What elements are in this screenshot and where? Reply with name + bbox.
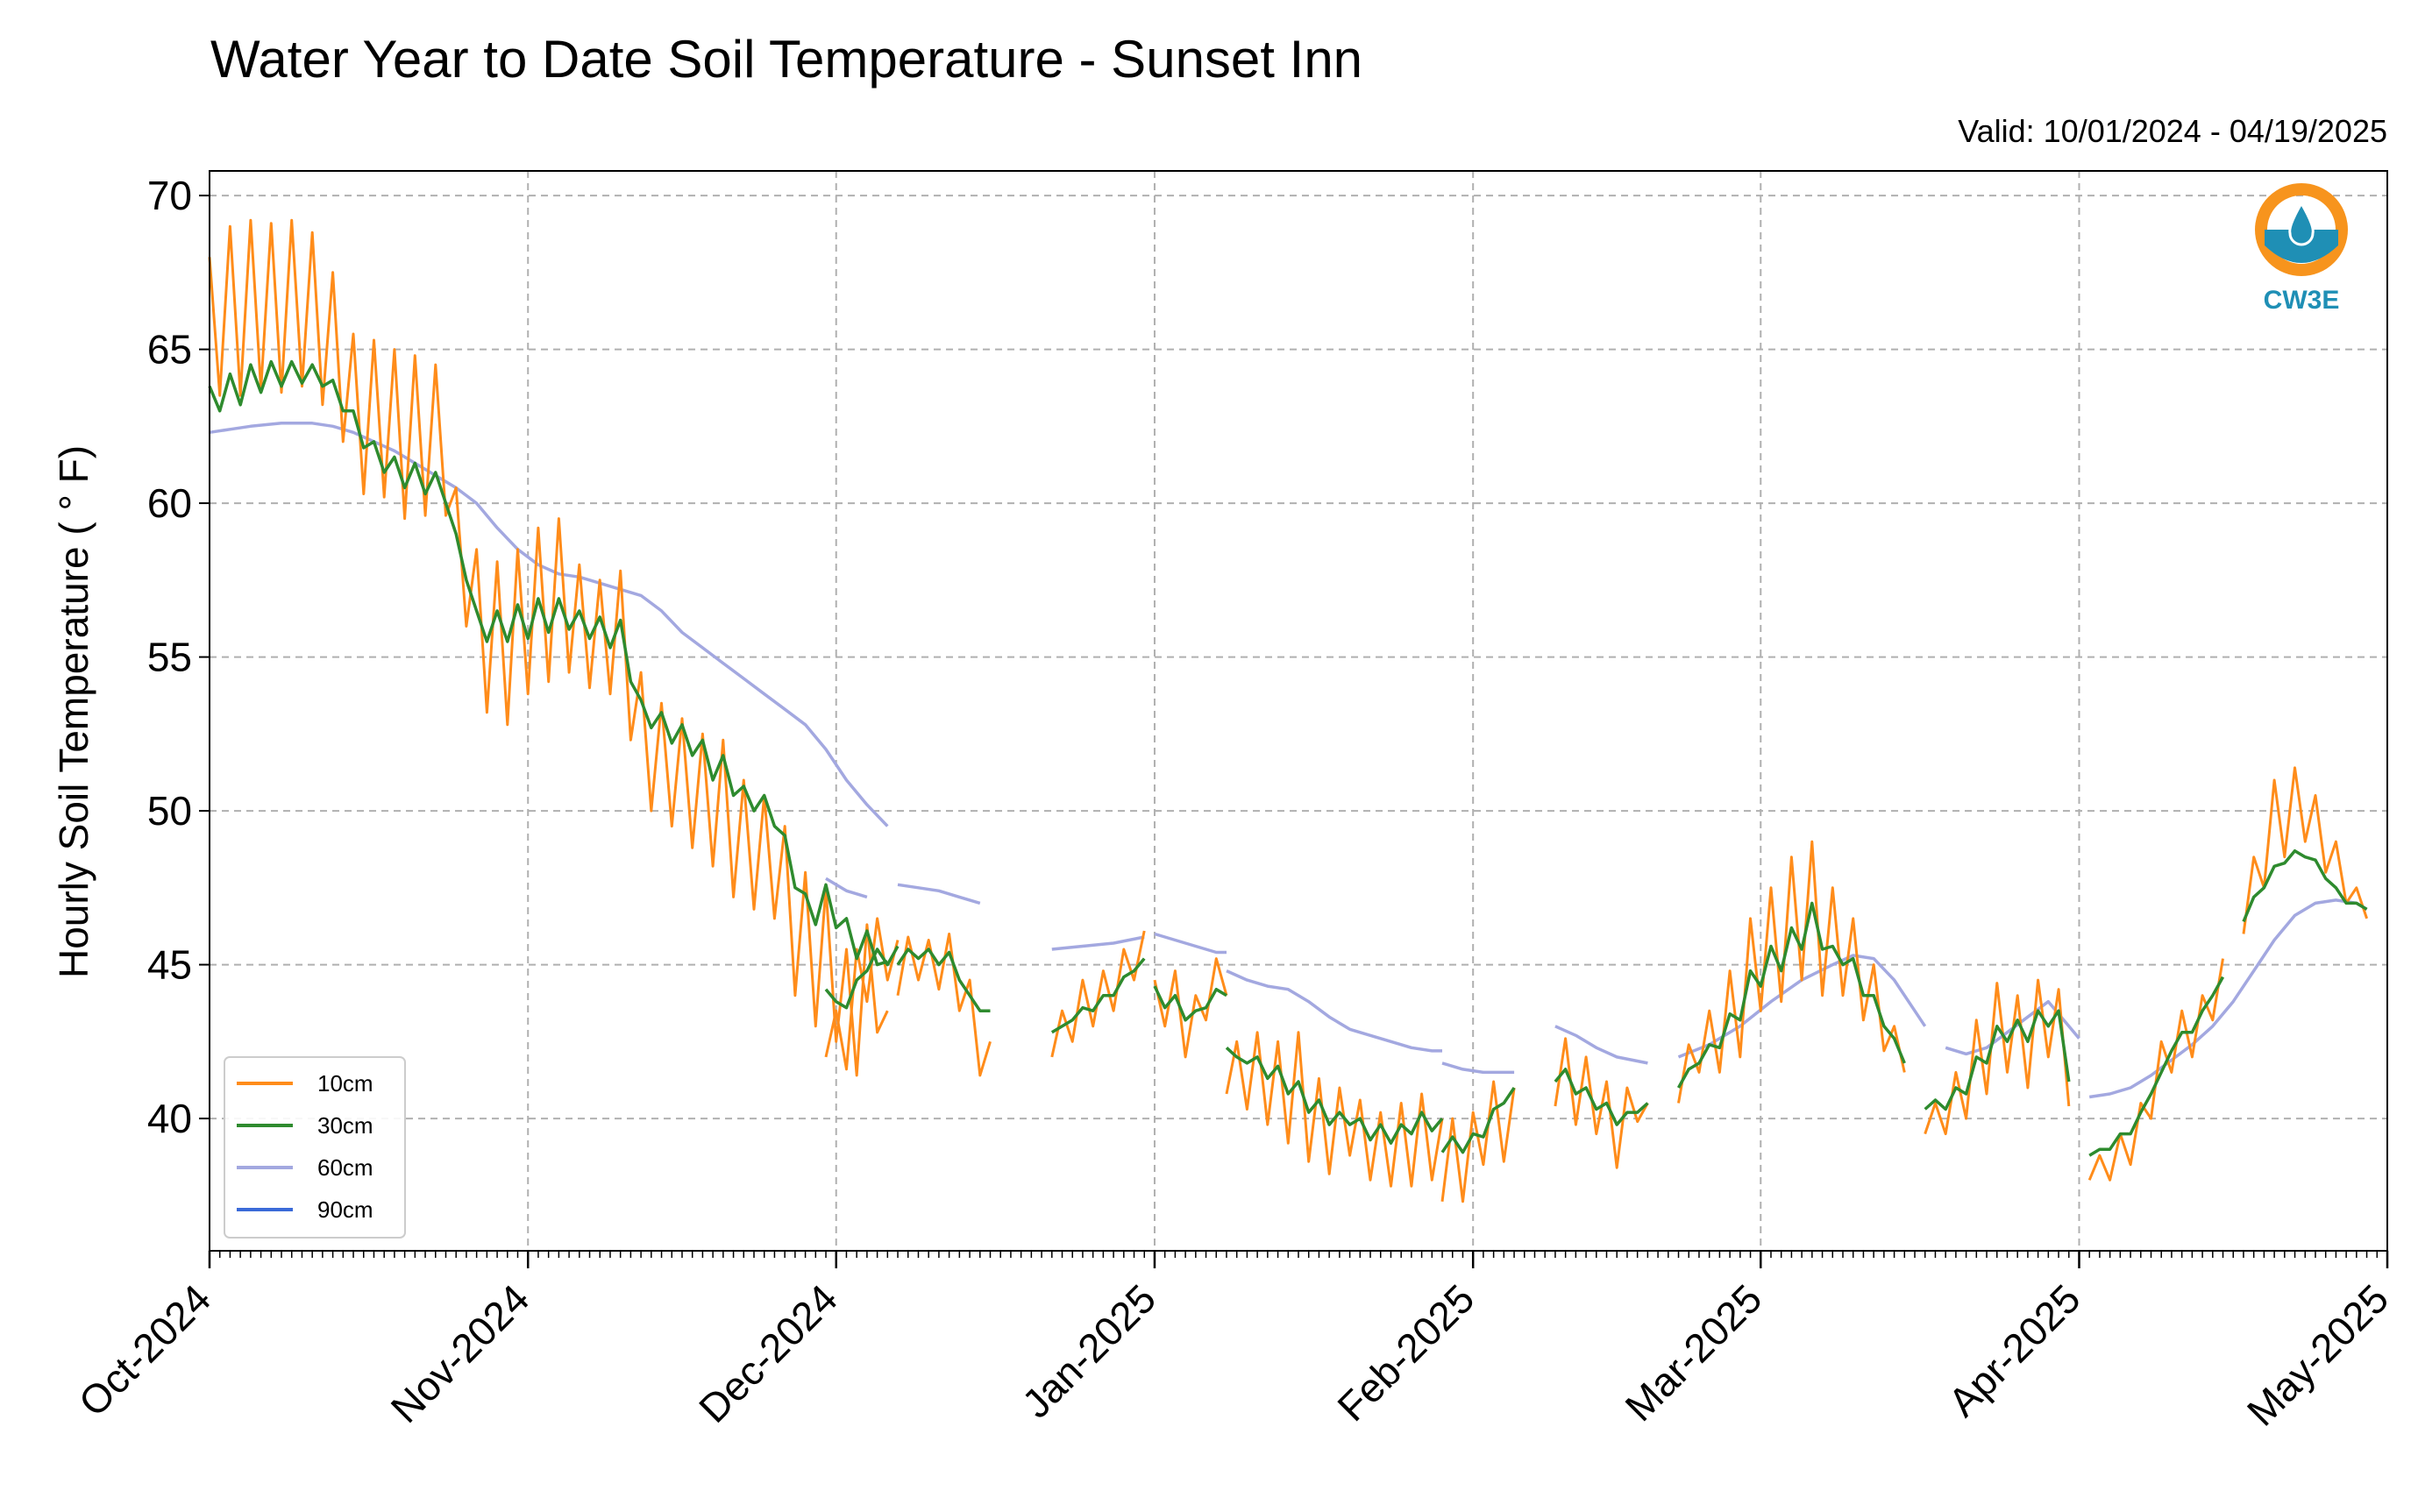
y-axis-label: Hourly Soil Temperature ( ° F) [51, 445, 96, 978]
legend-items: 10cm 30cm 60cm 90cm [237, 1070, 373, 1223]
series-line-60cm [1154, 932, 1227, 955]
y-tick-label: 40 [147, 1096, 192, 1141]
legend-label: 10cm [317, 1070, 373, 1097]
series-line-60cm [897, 883, 981, 905]
series-line-30cm [1924, 1009, 2071, 1111]
chart-subtitle: Valid: 10/01/2024 - 04/19/2025 [1958, 113, 2387, 149]
chart-title: Water Year to Date Soil Temperature - Su… [210, 30, 1362, 89]
series-line-60cm [1554, 1025, 1648, 1065]
y-tick-label: 60 [147, 480, 192, 526]
series-line-60cm [825, 877, 868, 899]
y-tick-label: 55 [147, 635, 192, 680]
legend-box [224, 1056, 406, 1239]
series-line-10cm [1225, 1031, 1444, 1188]
series-line-30cm [1676, 901, 1906, 1089]
plot-area-frame [209, 170, 2388, 1252]
series-line-10cm [1153, 957, 1228, 1059]
series-line-60cm [1677, 954, 1927, 1059]
series-line-30cm [208, 359, 888, 967]
logo-ring [2255, 183, 2348, 276]
series-line-10cm [1440, 1080, 1516, 1203]
series-line-30cm [1153, 985, 1227, 1022]
legend: 10cm 30cm 60cm 90cm [224, 1056, 406, 1239]
series-lines [208, 218, 2369, 1203]
series-line-60cm [1945, 999, 2080, 1056]
x-tick-label: Nov-2024 [382, 1275, 538, 1431]
series-line-30cm [1440, 1087, 1516, 1154]
logo-text: CW3E [2264, 286, 2340, 315]
legend-label: 30cm [317, 1112, 373, 1139]
y-tick-label: 50 [147, 788, 192, 834]
y-tick-label: 70 [147, 173, 192, 218]
series-line-30cm [824, 945, 900, 1010]
x-tick-label: Jan-2025 [1013, 1275, 1164, 1426]
series-60cm [209, 422, 2368, 1099]
series-line-30cm [896, 948, 991, 1012]
legend-label: 60cm [317, 1154, 373, 1181]
series-line-60cm [209, 422, 889, 827]
series-30cm [208, 359, 2368, 1157]
series-10cm [208, 218, 2369, 1203]
cw3e-logo: CW3E [2255, 183, 2348, 315]
series-line-60cm [1226, 969, 1442, 1053]
series-line-30cm [1225, 1047, 1444, 1145]
x-tick-label: Apr-2025 [1939, 1275, 2089, 1425]
series-line-30cm [2242, 848, 2368, 923]
series-line-10cm [208, 218, 889, 1077]
x-tick-label: May-2025 [2238, 1275, 2397, 1434]
series-line-60cm [2088, 898, 2368, 1099]
series-line-30cm [1050, 957, 1146, 1034]
series-line-10cm [2087, 958, 2224, 1182]
series-line-10cm [1554, 1037, 1649, 1169]
logo-waves [2265, 230, 2338, 263]
series-line-10cm [1924, 978, 2071, 1136]
grid-lines [209, 171, 2388, 1251]
series-line-60cm [1051, 935, 1145, 951]
x-tick-label: Mar-2025 [1616, 1275, 1770, 1430]
series-line-30cm [1554, 1068, 1649, 1126]
series-line-30cm [2088, 976, 2225, 1157]
x-tick-label: Feb-2025 [1328, 1275, 1483, 1430]
x-tick-label: Oct-2024 [70, 1275, 220, 1425]
series-line-10cm [896, 933, 992, 1077]
logo-drop-icon [2288, 200, 2315, 246]
y-tick-label: 45 [147, 942, 192, 988]
legend-label: 90cm [317, 1196, 373, 1223]
series-line-10cm [1050, 930, 1146, 1058]
series-line-60cm [1441, 1061, 1515, 1075]
series-line-10cm [1677, 840, 1906, 1104]
x-tick-label: Dec-2024 [690, 1275, 846, 1431]
y-tick-label: 65 [147, 327, 192, 373]
axis-ticks: 40 45 50 55 60 65 70 Oct-2024 Nov-2024 Dec-2024 Ja… [70, 173, 2398, 1435]
